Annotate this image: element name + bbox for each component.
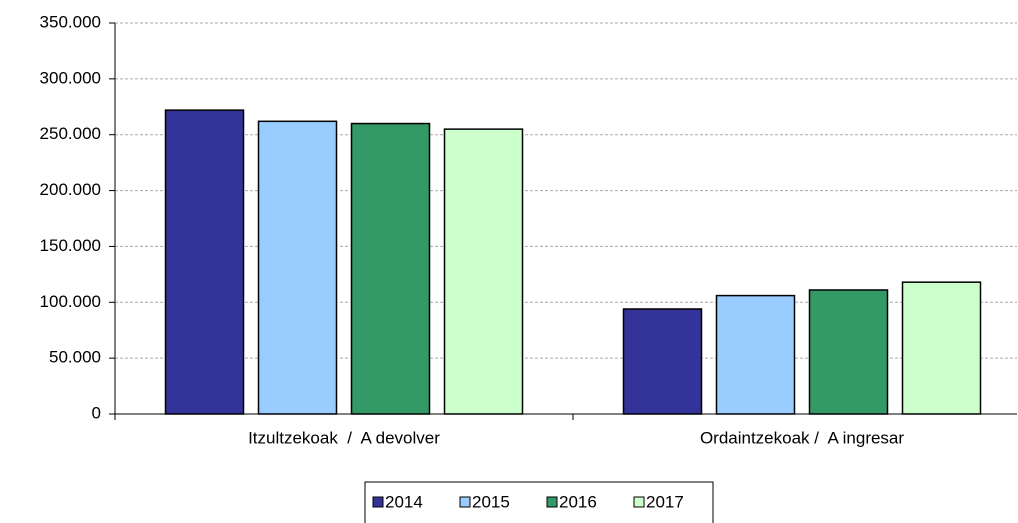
legend-swatch bbox=[546, 496, 558, 508]
bar bbox=[257, 120, 338, 415]
y-tick-label: 50.000 bbox=[49, 348, 101, 367]
legend-label: 2014 bbox=[385, 492, 423, 511]
bar bbox=[715, 294, 796, 415]
legend-swatch bbox=[633, 496, 645, 508]
y-tick-label: 150.000 bbox=[40, 236, 101, 255]
y-tick-label: 100.000 bbox=[40, 292, 101, 311]
bar bbox=[622, 308, 703, 415]
legend-swatch bbox=[459, 496, 471, 508]
legend-label: 2015 bbox=[472, 492, 510, 511]
y-tick-label: 250.000 bbox=[40, 124, 101, 143]
y-tick-label: 300.000 bbox=[40, 68, 101, 87]
legend-label: 2016 bbox=[559, 492, 597, 511]
bar bbox=[164, 109, 245, 415]
legend-box bbox=[364, 481, 714, 523]
x-tick-label: Ordaintzekoak / A ingresar bbox=[700, 428, 904, 447]
bar bbox=[808, 289, 889, 415]
y-tick-label: 350.000 bbox=[40, 12, 101, 31]
y-tick-label: 0 bbox=[92, 403, 101, 422]
y-tick-label: 200.000 bbox=[40, 180, 101, 199]
legend-label: 2017 bbox=[646, 492, 684, 511]
bar bbox=[901, 281, 982, 415]
x-tick-label: Itzultzekoak / A devolver bbox=[248, 428, 440, 447]
bar bbox=[443, 128, 524, 415]
legend-swatch bbox=[372, 496, 384, 508]
bar bbox=[350, 122, 431, 415]
